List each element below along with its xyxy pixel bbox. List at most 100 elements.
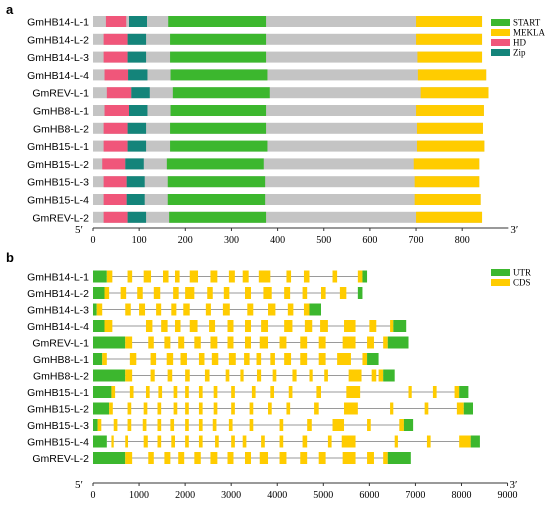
cds-exon [125,369,133,382]
cds-exon [161,320,168,332]
utr-3prime [470,435,480,448]
cds-exon [194,452,201,464]
cds-exon [174,270,180,283]
legend-label: UTR [513,268,531,278]
x-tick-label: 3000 [221,490,241,501]
cds-exon [228,270,235,283]
cds-exon [279,419,284,431]
cds-exon [167,369,173,382]
protein-backbone [93,211,483,223]
cds-exon [204,369,210,382]
domain-zip [125,158,144,170]
cds-exon [383,452,388,464]
panel-a-protein-domains: a GmHB14-L-1 GmHB14-L-2 GmHB14-L-3 GmHB14-L-… [6,2,545,246]
utr-3prime [403,419,414,431]
cds-exon [261,320,269,332]
cds-exon [231,402,235,415]
cds-exon [158,386,163,398]
gene-label: GmHB14-L-3 [27,52,89,64]
cds-exon [318,336,326,349]
x-tick-label: 2000 [175,490,195,501]
domain-start [168,16,267,27]
utr-3prime [459,386,469,398]
gene-label: GmHB14-L-1 [27,272,89,284]
domain-start [170,69,268,81]
gene-label: GmHB15-L-2 [27,159,89,171]
cds-exon [120,287,127,299]
cds-exon [210,336,218,349]
cds-exon [367,419,371,431]
cds-exon [307,419,312,431]
legend-label: CDS [513,278,531,288]
domain-hd [103,194,127,205]
cds-exon [292,369,297,382]
x-tick-label: 5000 [313,490,333,501]
x-tick-label: 600 [362,235,377,246]
cds-exon [259,452,269,464]
legend-swatch [491,279,510,286]
cds-exon [337,353,351,365]
cds-exon [185,287,195,299]
cds-exon [378,369,384,382]
cds-exon [198,419,203,431]
cds-exon [314,402,319,415]
legend-label: Zip [513,48,526,58]
x-tick-label: 8000 [451,490,471,501]
cds-exon [96,303,103,316]
cds-exon [320,320,328,332]
cds-exon [127,270,133,283]
domain-hd [104,69,129,81]
domain-hd [103,211,128,223]
x-tick-label: 7000 [405,490,425,501]
cds-exon [249,419,254,431]
domain-mekla [414,194,481,205]
cds-exon [164,452,171,464]
domain-zip [131,87,150,99]
gene-label: GmHB14-L-2 [27,288,89,300]
gene-label: GmREV-L-1 [32,88,89,100]
cds-exon [272,369,277,382]
cds-exon [228,353,236,365]
domain-mekla [417,51,483,63]
x-tick-label: 200 [178,235,193,246]
cds-exon [302,287,308,299]
cds-exon [394,435,398,448]
protein-backbone [93,194,481,205]
cds-exon [157,435,162,448]
domain-start [169,211,267,223]
cds-exon [242,270,249,283]
cds-exon [244,452,251,464]
x-tick-label: 700 [409,235,424,246]
domain-start [170,105,267,116]
gene-label: GmHB8-L-2 [33,371,89,383]
cds-exon [150,353,157,365]
cds-exon [109,402,113,415]
cds-exon [211,353,219,365]
cds-exon [166,353,174,365]
legend-swatch [491,49,510,56]
x-tick-label: 800 [455,235,470,246]
cds-exon [209,320,216,332]
gene-label: GmHB15-L-3 [27,420,89,432]
utr-5prime [93,369,126,382]
cds-exon [225,369,230,382]
cds-exon [459,435,471,448]
cds-exon [367,452,374,464]
cds-exon [424,402,429,415]
legend-swatch [491,269,510,276]
cds-exon [157,419,162,431]
cds-exon [171,435,175,448]
cds-exon [342,336,356,349]
cds-exon [143,270,152,283]
gene-label: GmREV-L-2 [32,212,89,224]
x-tick-label: 0 [91,490,96,501]
utr-3prime [309,303,321,316]
cds-exon [369,320,377,332]
domain-zip [127,211,147,223]
cds-exon [268,402,272,415]
cds-exon [261,435,265,448]
utr-5prime [93,402,110,415]
cds-exon [279,452,287,464]
cds-exon [180,353,187,365]
